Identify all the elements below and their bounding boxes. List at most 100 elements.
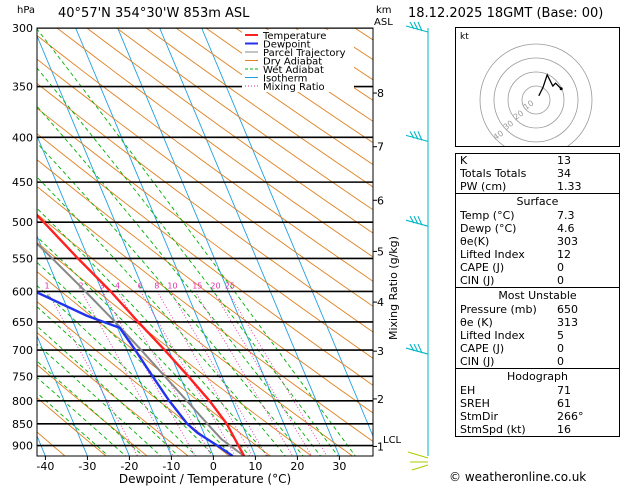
temperature-line (37, 213, 246, 456)
km-unit: km (376, 5, 392, 16)
wind-barb-icon (405, 21, 429, 33)
index-row: CIN (J) 0 (456, 355, 619, 368)
index-label: StmSpd (kt) (460, 423, 526, 436)
index-label: Dewp (°C) (460, 222, 517, 235)
index-row: EH 71 (456, 384, 619, 397)
mixing-ratio-label: 4 (115, 281, 120, 290)
pressure-label: 600 (12, 285, 33, 298)
pressure-label: 750 (12, 370, 33, 383)
wet-adiabat-line (37, 306, 197, 456)
wet-adiabat-line (37, 325, 179, 456)
index-value: 5 (557, 329, 564, 342)
mixing-ratio-label: 3 (100, 281, 105, 290)
index-value: 0 (557, 355, 564, 368)
pressure-label: 700 (12, 344, 33, 357)
index-row: StmSpd (kt) 16 (456, 423, 619, 436)
index-row: θe (K) 313 (456, 316, 619, 329)
mixing-ratio-label: 20 (210, 281, 220, 290)
index-value: 303 (557, 235, 578, 248)
wind-barb-icon (405, 215, 429, 227)
isotherm-line (0, 28, 3, 456)
pressure-label: 550 (12, 252, 33, 265)
mixing-ratio-line (212, 291, 313, 456)
location-title: 40°57'N 354°30'W 853m ASL (58, 6, 250, 21)
wet-adiabat-line (37, 176, 287, 456)
mixing-ratio-label: 15 (192, 281, 202, 290)
asl-unit: ASL (374, 17, 393, 28)
isotherm-line (159, 28, 340, 456)
legend-background (242, 30, 354, 92)
index-label: Temp (°C) (460, 209, 515, 222)
index-row: CAPE (J) 0 (456, 342, 619, 355)
legend-label: Mixing Ratio (263, 82, 325, 93)
dry-adiabat-line (146, 28, 373, 188)
dewpoint-line (37, 291, 234, 456)
dry-adiabat-line (37, 301, 230, 456)
index-row: Lifted Index 12 (456, 248, 619, 261)
dry-adiabat-line (37, 159, 373, 414)
index-row: PW (cm) 1.33 (456, 180, 619, 193)
index-row: SREH 61 (456, 397, 619, 410)
isotherm-line (75, 28, 256, 456)
index-value: 12 (557, 248, 571, 261)
index-label: CAPE (J) (460, 342, 505, 355)
lcl-label: LCL (383, 435, 402, 446)
index-label: Lifted Index (460, 248, 525, 261)
wet-adiabat-line (37, 67, 339, 456)
index-section-title: Hodograph (456, 368, 619, 384)
index-row: StmDir 266° (456, 410, 619, 423)
pressure-label: 850 (12, 418, 33, 431)
index-value: 13 (557, 154, 571, 167)
x-tick-label: 30 (332, 460, 346, 473)
dry-adiabat-line (37, 133, 373, 386)
index-label: CIN (J) (460, 274, 495, 287)
wet-adiabat-line (37, 105, 322, 456)
dry-adiabat-line (37, 107, 373, 359)
x-tick-label: -20 (120, 460, 138, 473)
legend-label: Isotherm (263, 74, 307, 85)
mixing-ratio-axis-title: Mixing Ratio (g/kg) (387, 236, 400, 340)
hodograph-panel: kt 10 20 30 40 (455, 27, 620, 157)
legend-label: Temperature (262, 31, 326, 42)
mixing-ratio-line (47, 291, 138, 456)
mixing-ratio-line (81, 291, 174, 456)
pressure-label: 300 (12, 22, 33, 35)
plot-frame (36, 27, 374, 457)
index-value: 71 (557, 384, 571, 397)
isotherm-line (37, 134, 172, 456)
index-label: θe (K) (460, 316, 493, 329)
index-row: K 13 (456, 154, 619, 167)
pressure-label: 450 (12, 176, 33, 189)
index-value: 313 (557, 316, 578, 329)
wind-barb-icon (405, 343, 429, 355)
index-label: CIN (J) (460, 355, 495, 368)
index-label: CAPE (J) (460, 261, 505, 274)
index-value: 4.6 (557, 222, 575, 235)
credit-text: © weatheronline.co.uk (449, 470, 587, 484)
index-label: Lifted Index (460, 329, 525, 342)
isotherm-line (201, 28, 373, 438)
dry-adiabat-line (37, 82, 373, 333)
isotherm-line (37, 334, 88, 456)
dry-adiabat-line (116, 28, 373, 211)
x-tick-label: -40 (36, 460, 54, 473)
km-label: 1 (377, 440, 384, 453)
hpa-unit: hPa (17, 5, 36, 16)
km-label: 7 (377, 141, 384, 154)
index-value: 0 (557, 261, 564, 274)
index-value: 650 (557, 303, 578, 316)
km-label: 2 (377, 393, 384, 406)
datetime-title: 18.12.2025 18GMT (Base: 00) (408, 6, 604, 21)
hodograph-ring-label: 10 (522, 99, 536, 112)
index-label: EH (460, 384, 476, 397)
index-label: StmDir (460, 410, 499, 423)
mixing-ratio-label: 1 (44, 281, 49, 290)
dry-adiabat-line (86, 28, 373, 234)
index-value: 1.33 (557, 180, 582, 193)
wet-adiabat-line (37, 142, 304, 456)
dry-adiabat-line (37, 213, 353, 456)
hodograph-end-marker (559, 87, 563, 91)
index-section-title: Surface (456, 193, 619, 209)
indices-table: K 13 Totals Totals 34 PW (cm) 1.33 Surface Temp… (455, 153, 620, 437)
